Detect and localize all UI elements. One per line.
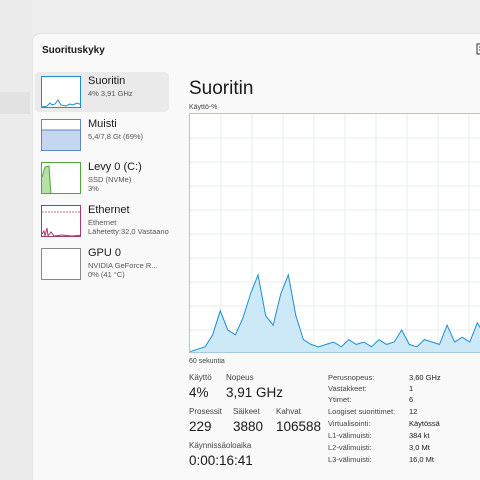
cpu-usage-svg — [190, 114, 480, 352]
disk-thumbnail-graph — [41, 162, 81, 194]
info-key: L3-välimuisti: — [328, 455, 372, 464]
sidebar-item-sub: NVIDIA GeForce R... — [88, 261, 158, 270]
detail-title: Suoritin — [189, 78, 254, 99]
sidebar-item-sub2: 0% (41 °C) — [88, 270, 125, 279]
cpu-thumbnail-graph — [41, 76, 81, 108]
info-value: Käytössä — [409, 419, 440, 428]
more-options-icon[interactable] — [476, 43, 480, 55]
info-value: 12 — [409, 407, 418, 416]
nav-rail-selected[interactable] — [0, 92, 30, 114]
gpu-thumbnail-graph — [41, 248, 81, 280]
info-key: L1-välimuisti: — [328, 431, 372, 440]
processes-value: 229 — [189, 419, 212, 434]
ethernet-thumbnail-graph — [41, 205, 81, 237]
sidebar-item-sub: Ethernet — [88, 218, 117, 227]
memory-thumbnail-graph — [41, 119, 81, 151]
info-value: 3,60 GHz — [409, 373, 441, 382]
info-value: 16,0 Mt — [409, 455, 435, 464]
info-value: 3,0 Mt — [409, 443, 430, 452]
handles-label: Kahvat — [276, 407, 301, 416]
processes-label: Prosessit — [189, 407, 222, 416]
sidebar-item-label: GPU 0 — [88, 247, 122, 259]
uptime-label: Käynnissäoloaika — [189, 441, 252, 450]
y-axis-label: Käyttö-% — [189, 104, 218, 111]
cpu-usage-graph — [189, 113, 480, 353]
sidebar-item-sub2: Lähetetty:32,0 Vastaano — [88, 227, 169, 236]
nav-rail — [0, 0, 32, 480]
sidebar-item-cpu[interactable]: Suoritin 4% 3,91 GHz — [35, 72, 169, 112]
sidebar-item-sub2: 3% — [88, 184, 99, 193]
sidebar-item-disk[interactable]: Levy 0 (C:) SSD (NVMe) 3% — [35, 158, 169, 198]
speed-value: 3,91 GHz — [226, 385, 284, 400]
info-key: Virtualisointi: — [328, 419, 371, 428]
sidebar-item-sub: 5,4/7,8 Gt (69%) — [88, 132, 144, 141]
info-value: 384 kt — [409, 431, 430, 440]
sidebar-item-memory[interactable]: Muisti 5,4/7,8 Gt (69%) — [35, 115, 169, 155]
sidebar-item-label: Muisti — [88, 118, 117, 130]
sidebar-item-ethernet[interactable]: Ethernet Ethernet Lähetetty:32,0 Vastaan… — [35, 201, 169, 241]
sidebar-item-label: Ethernet — [88, 204, 130, 216]
cpu-usage-line — [190, 272, 480, 352]
sidebar-item-label: Suoritin — [88, 75, 126, 87]
info-key: Perusnopeus: — [328, 373, 375, 382]
sidebar-item-label: Levy 0 (C:) — [88, 161, 142, 173]
sidebar-item-sub: SSD (NVMe) — [88, 175, 132, 184]
info-key: Vastakkeet: — [328, 384, 367, 393]
info-key: Loogiset suorittimet: — [328, 407, 396, 416]
handles-value: 106588 — [276, 419, 322, 434]
usage-label: Käyttö — [189, 373, 212, 382]
threads-value: 3880 — [233, 419, 264, 434]
info-value: 6 — [409, 395, 414, 404]
performance-window: Suorituskyky Suoritin 4% 3,91 GHz Muisti… — [32, 33, 480, 480]
uptime-value: 0:00:16:41 — [189, 453, 253, 468]
info-key: Ytimet: — [328, 395, 352, 404]
sidebar-item-sub: 4% 3,91 GHz — [88, 89, 133, 98]
page-title: Suorituskyky — [42, 45, 105, 56]
x-axis-label: 60 sekuntia — [189, 358, 225, 365]
sidebar-item-gpu[interactable]: GPU 0 NVIDIA GeForce R... 0% (41 °C) — [35, 244, 169, 284]
info-value: 1 — [409, 384, 414, 393]
usage-value: 4% — [189, 385, 209, 400]
speed-label: Nopeus — [226, 373, 254, 382]
cpu-usage-area — [190, 274, 480, 352]
info-key: L2-välimuisti: — [328, 443, 372, 452]
threads-label: Säikeet — [233, 407, 260, 416]
